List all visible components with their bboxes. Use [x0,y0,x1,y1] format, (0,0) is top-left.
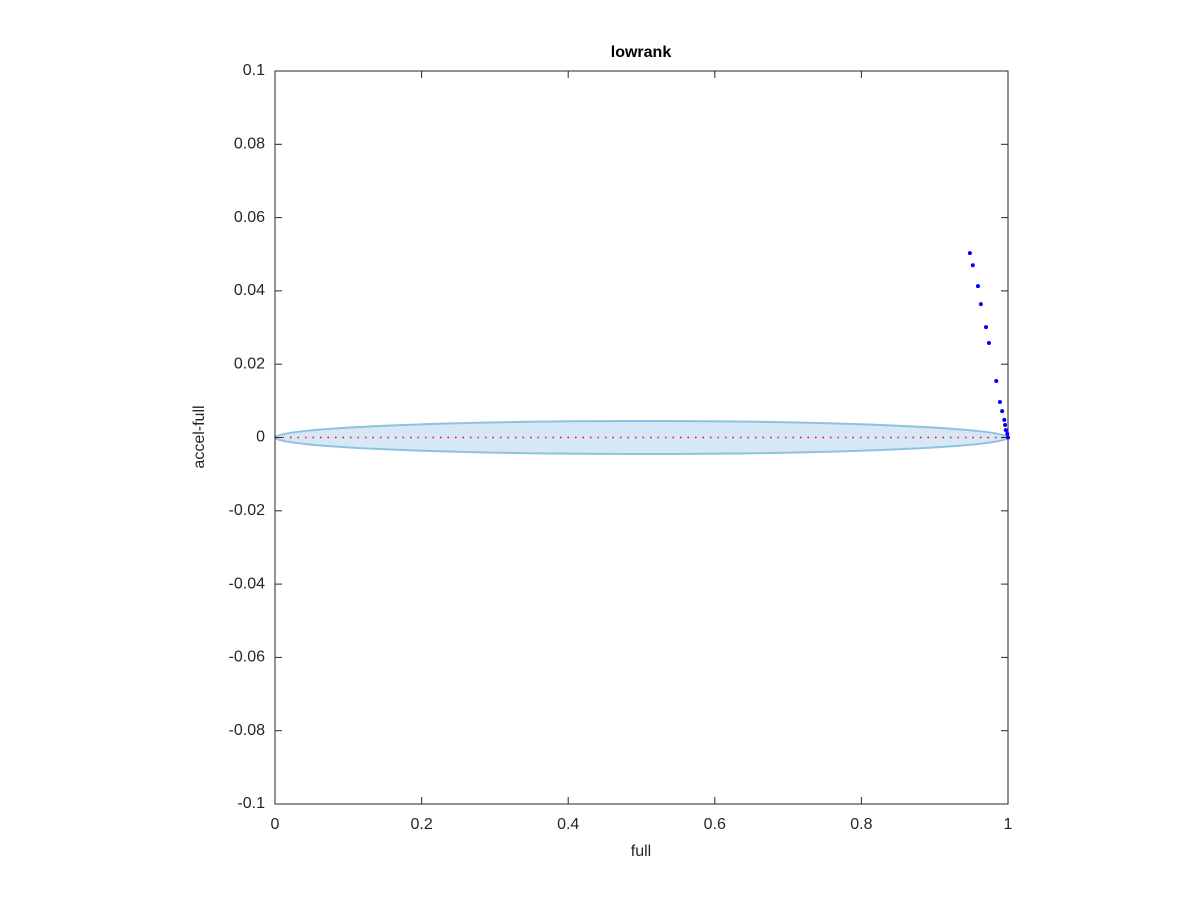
y-tick-label: -0.08 [229,722,266,739]
y-tick-label: 0.06 [234,209,265,226]
data-point [978,302,983,307]
data-point [986,340,991,345]
data-point [967,251,972,256]
data-point [975,284,980,289]
x-axis-label: full [631,843,651,860]
x-tick-label: 0.2 [410,816,432,833]
data-point [1003,423,1008,428]
data-point [1003,428,1008,433]
y-tick-label: 0 [256,429,265,446]
chart-title: lowrank [611,44,672,61]
data-point [1002,417,1007,422]
data-point [994,379,999,384]
data-point [1005,431,1010,436]
data-point [997,399,1002,404]
x-tick-label: 0.8 [850,816,872,833]
data-point [984,325,989,330]
y-axis-label: accel-full [191,405,208,468]
x-tick-label: 0.6 [704,816,726,833]
y-tick-label: 0.08 [234,136,265,153]
y-tick-label: -0.04 [229,575,266,592]
data-point [1000,409,1005,414]
data-point [1006,435,1010,440]
data-point [970,263,975,268]
y-tick-label: 0.02 [234,355,265,372]
y-tick-label: -0.06 [229,649,266,666]
y-tick-label: -0.1 [237,795,265,812]
y-tick-label: -0.02 [229,502,266,519]
x-tick-label: 1 [1004,816,1013,833]
x-tick-label: 0 [271,816,280,833]
x-tick-label: 0.4 [557,816,579,833]
y-tick-label: 0.04 [234,282,265,299]
y-tick-label: 0.1 [243,62,265,79]
